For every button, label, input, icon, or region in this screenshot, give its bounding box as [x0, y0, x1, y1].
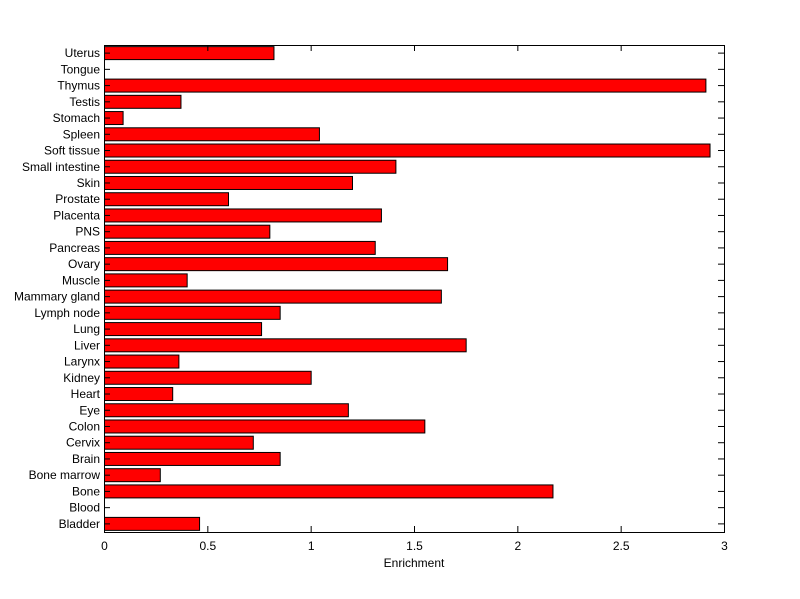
bar-muscle — [104, 273, 188, 288]
x-tick-label: 0 — [101, 539, 108, 553]
category-label: Kidney — [63, 371, 100, 385]
category-label: Lung — [73, 322, 100, 336]
bar-bladder — [104, 516, 201, 531]
category-label: PNS — [75, 225, 100, 239]
category-label: Mammary gland — [14, 290, 100, 304]
bar-pancreas — [104, 240, 376, 255]
category-label: Eye — [79, 403, 100, 417]
x-tick-label: 3 — [721, 539, 728, 553]
x-tick-labels-group: 0 0.5 1 1.5 2 2.5 3 — [101, 539, 728, 553]
bar-testis — [104, 94, 182, 109]
category-label: Larynx — [64, 355, 100, 369]
bar-skin — [104, 175, 353, 190]
category-label: Placenta — [53, 208, 100, 222]
category-label: Cervix — [66, 436, 100, 450]
bar-lung — [104, 322, 263, 337]
x-tick-label: 0.5 — [199, 539, 216, 553]
bar-uterus — [104, 46, 275, 61]
x-axis-label: Enrichment — [384, 556, 445, 570]
category-label: Tongue — [61, 62, 101, 76]
ticks-group — [104, 45, 725, 532]
bar-liver — [104, 338, 467, 353]
x-tick-label: 1.5 — [406, 539, 423, 553]
category-labels-group: Bladder Blood Bone Bone marrow Brain Cervix Co… — [14, 46, 101, 531]
category-label: Lymph node — [34, 306, 100, 320]
category-label: Spleen — [63, 127, 100, 141]
category-label: Thymus — [57, 79, 100, 93]
category-label: Uterus — [65, 46, 100, 60]
bar-spleen — [104, 127, 320, 142]
bar-cervix — [104, 435, 254, 450]
category-label: Bone marrow — [29, 468, 101, 482]
category-label: Prostate — [55, 192, 100, 206]
category-label: Heart — [71, 387, 101, 401]
bar-brain — [104, 451, 281, 466]
bar-prostate — [104, 192, 229, 207]
category-label: Stomach — [53, 111, 100, 125]
bar-mammary-gland — [104, 289, 442, 304]
category-label: Small intestine — [22, 160, 100, 174]
category-label: Liver — [74, 338, 100, 352]
x-tick-label: 1 — [308, 539, 315, 553]
category-label: Pancreas — [49, 241, 100, 255]
bar-heart — [104, 387, 174, 402]
category-label: Soft tissue — [44, 144, 100, 158]
bar-larynx — [104, 354, 180, 369]
bar-ovary — [104, 257, 449, 272]
x-tick-label: 2.5 — [613, 539, 630, 553]
bars-group — [104, 46, 711, 531]
category-label: Blood — [69, 501, 100, 515]
category-label: Brain — [72, 452, 100, 466]
bar-lymph-node — [104, 305, 281, 320]
category-label: Bone — [72, 484, 100, 498]
bar-bone-marrow — [104, 468, 161, 483]
bar-pns — [104, 224, 271, 239]
category-label: Testis — [69, 95, 100, 109]
category-label: Colon — [69, 419, 100, 433]
bar-small-intestine — [104, 159, 397, 174]
bar-kidney — [104, 370, 312, 385]
bar-eye — [104, 403, 349, 418]
category-label: Skin — [77, 176, 100, 190]
bar-thymus — [104, 78, 707, 93]
bar-bone — [104, 484, 554, 499]
bar-colon — [104, 419, 426, 434]
bar-placenta — [104, 208, 382, 223]
category-label: Bladder — [59, 517, 100, 531]
category-label: Muscle — [62, 273, 100, 287]
x-tick-label: 2 — [514, 539, 521, 553]
category-label: Ovary — [68, 257, 100, 271]
bar-soft-tissue — [104, 143, 711, 158]
